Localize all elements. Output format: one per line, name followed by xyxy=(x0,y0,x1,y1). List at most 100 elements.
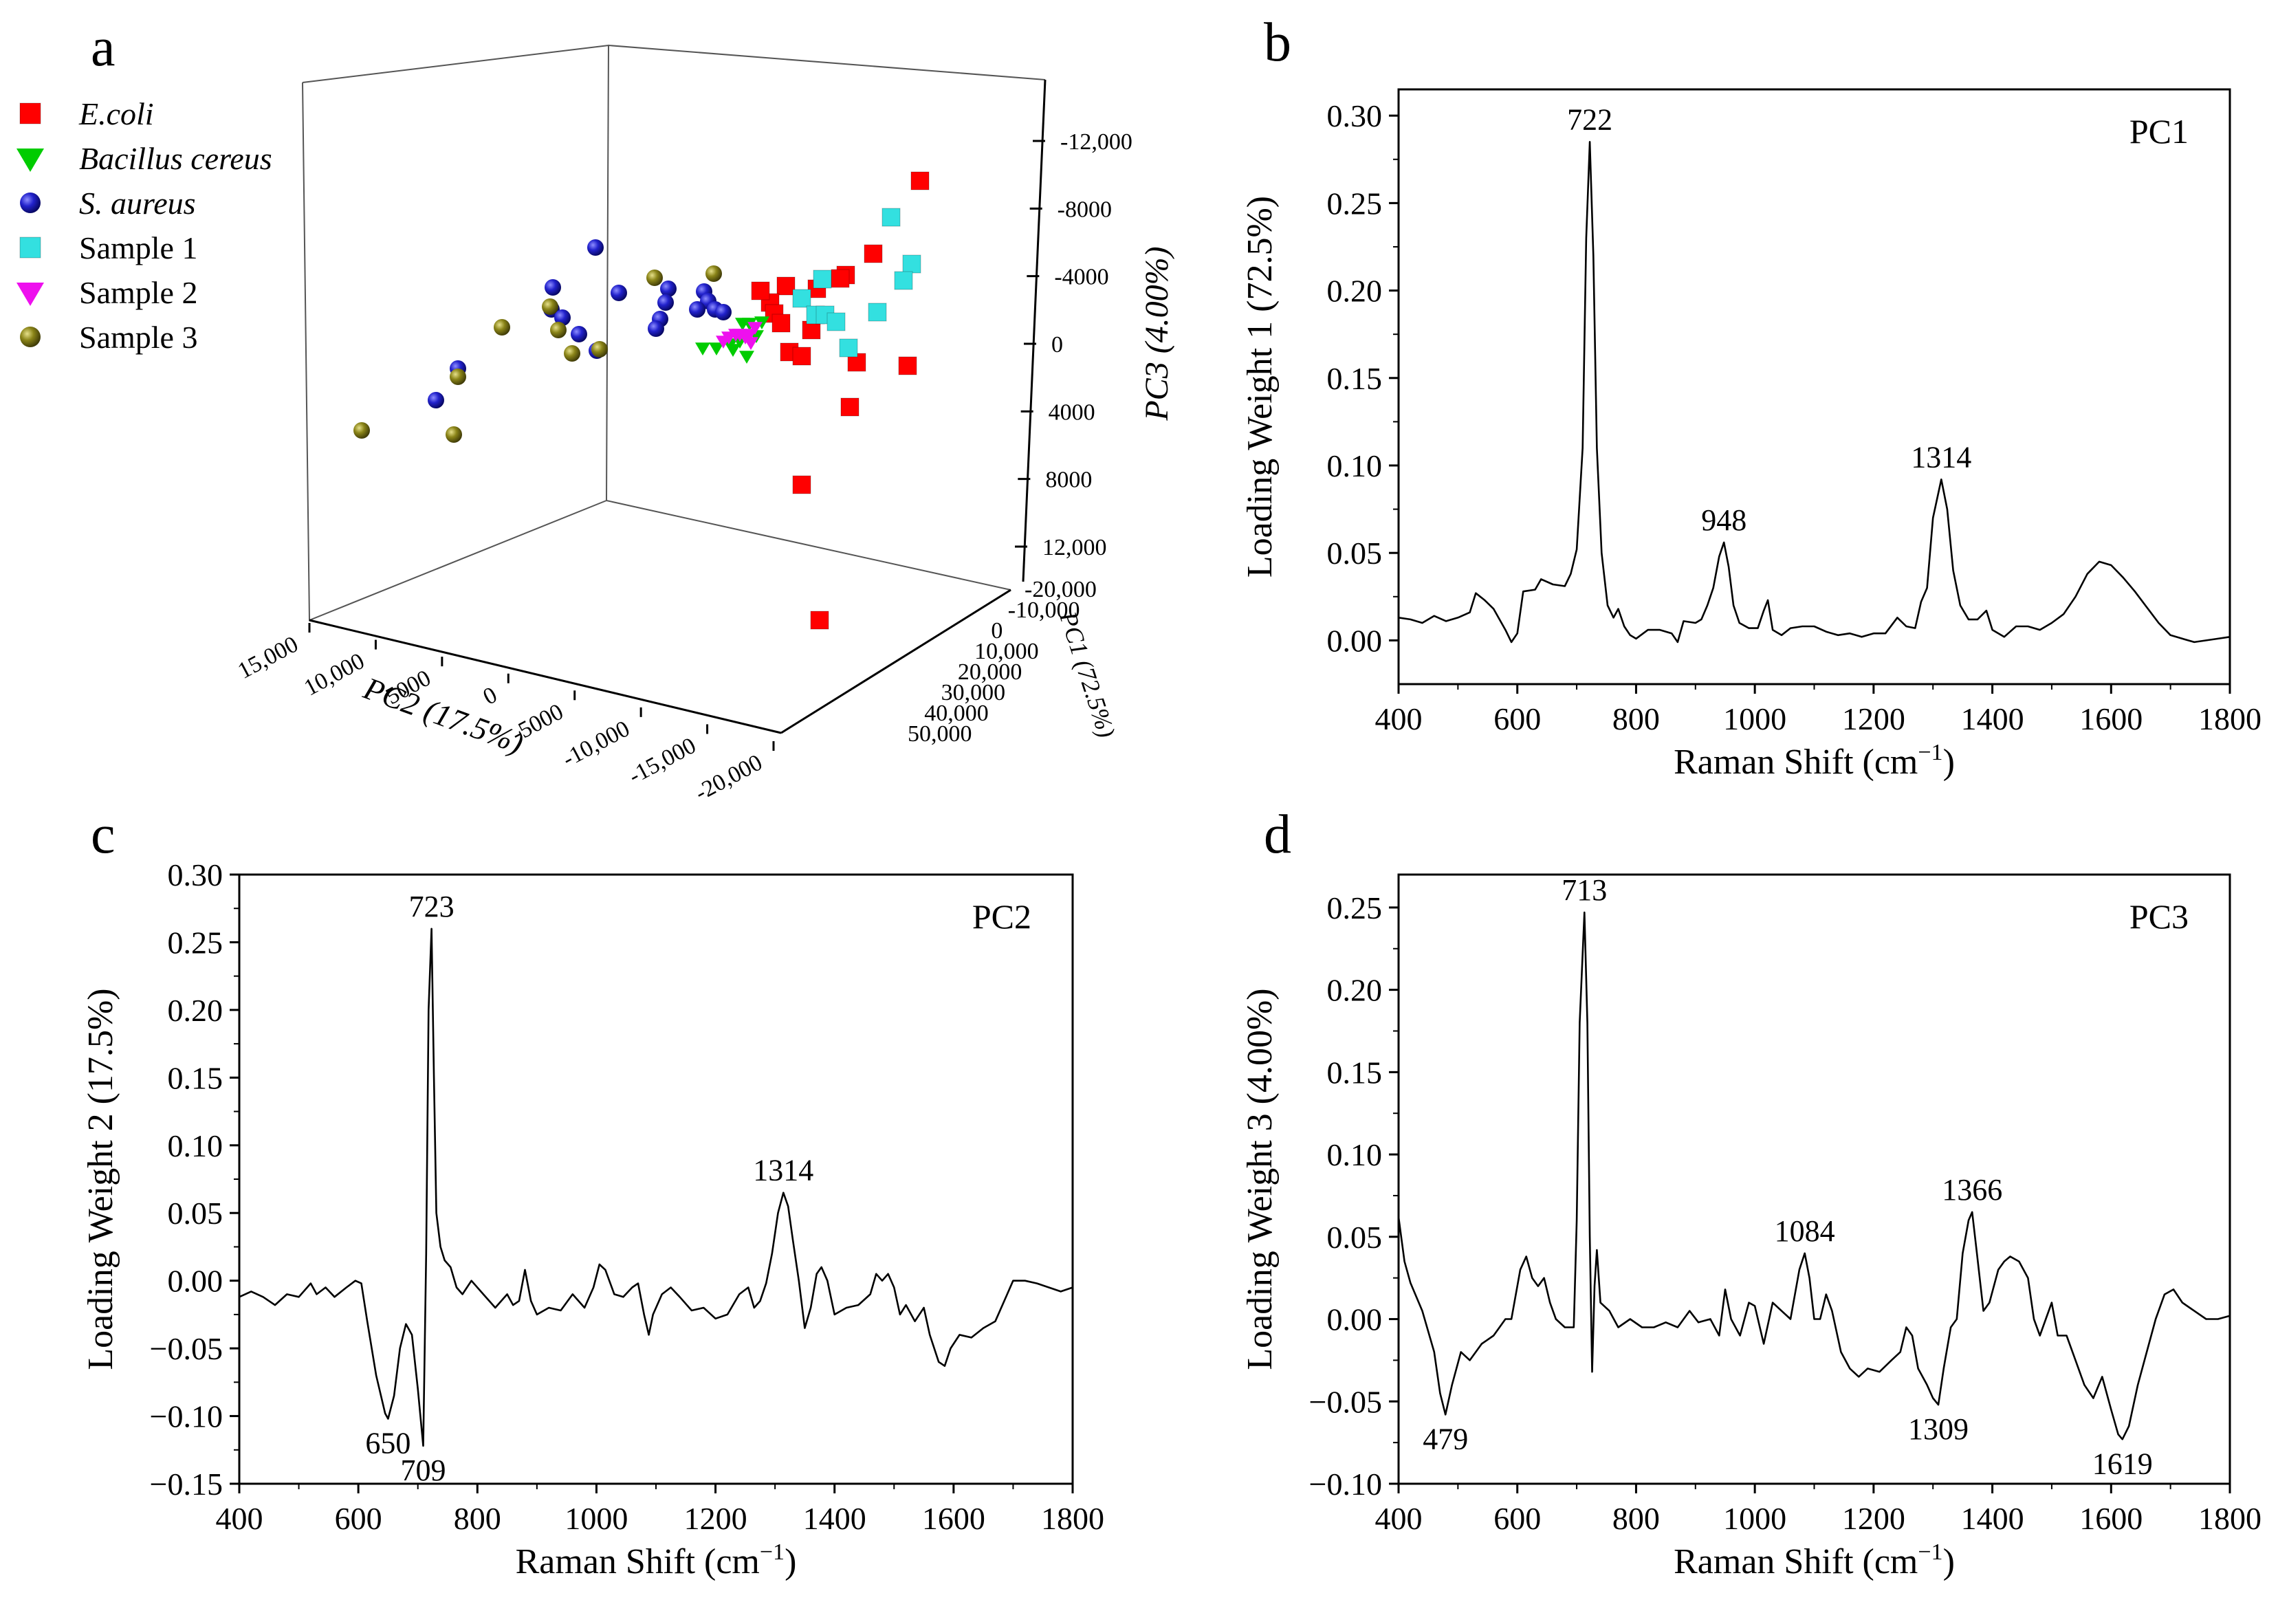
peak-label: 1366 xyxy=(1942,1173,2002,1207)
legend-marker-sample-3 xyxy=(20,327,41,347)
pc1-axis: -20,000-10,000010,00020,00030,00040,0005… xyxy=(780,577,1121,747)
pc3-tick-label: 12,000 xyxy=(1042,535,1107,560)
point-s-aureus xyxy=(611,285,627,301)
component-label: PC1 xyxy=(2129,112,2189,151)
component-label: PC2 xyxy=(972,897,1031,936)
point-sample-1 xyxy=(902,254,921,274)
point-bacillus-cereus xyxy=(739,351,754,364)
y-tick-label: 0.20 xyxy=(1327,973,1383,1008)
panel-d: d 400 600 800 1000 1200 1400 1600 1800 −0.10 −0.0… xyxy=(1240,804,2261,1581)
x-tick-label: 1800 xyxy=(2198,1501,2261,1536)
y-tick-label: −0.10 xyxy=(1309,1467,1382,1502)
x-tick-label: 1600 xyxy=(2079,701,2143,736)
x-tick-label: 800 xyxy=(454,1501,501,1536)
point-sample-3 xyxy=(646,270,663,286)
point-sample-3 xyxy=(542,298,558,315)
y-tick-label: 0.20 xyxy=(1327,274,1383,309)
peak-label: 650 xyxy=(365,1426,410,1460)
x-tick-label: 400 xyxy=(1375,1501,1423,1536)
legend-label-sample-2: Sample 2 xyxy=(79,275,197,310)
plot-frame xyxy=(1397,873,2231,1485)
panel-c: c 400 600 800 1000 1200 1400 1600 1800 −0.15 −0.1… xyxy=(81,804,1104,1581)
y-tick-label: 0.20 xyxy=(168,993,223,1028)
point-sample-3 xyxy=(550,322,567,338)
point-sample-1 xyxy=(813,270,832,289)
panel-label-a: a xyxy=(91,17,116,78)
plot-box-3d xyxy=(302,44,1046,734)
y-axis-title: Loading Weight 2 (17.5%) xyxy=(81,988,120,1370)
legend-marker-bacillus-cereus xyxy=(17,149,44,172)
y-tick-label: 0.25 xyxy=(168,925,223,960)
legend-label-sample-3: Sample 3 xyxy=(79,320,197,355)
peak-label: 709 xyxy=(401,1453,446,1487)
peak-label: 479 xyxy=(1423,1422,1468,1456)
x-tick-label: 1400 xyxy=(1961,1501,2024,1536)
y-tick-label: 0.00 xyxy=(168,1264,223,1299)
spectrum-line xyxy=(239,928,1073,1447)
scatter-points xyxy=(353,171,930,630)
point-sample-1 xyxy=(868,303,887,322)
pc2-tick-label: 15,000 xyxy=(234,631,303,684)
point-e-coli xyxy=(810,611,829,630)
pc2-tick-label: -10,000 xyxy=(558,716,634,772)
legend-label-s-aureus: S. aureus xyxy=(79,186,196,221)
point-s-aureus xyxy=(660,281,677,297)
peak-label: 713 xyxy=(1562,873,1607,907)
peak-label: 1314 xyxy=(1911,440,1971,474)
point-sample-1 xyxy=(881,208,901,227)
y-tick-label: −0.05 xyxy=(150,1331,223,1366)
point-sample-1 xyxy=(894,271,913,290)
pc1-tick-label: 50,000 xyxy=(908,721,972,747)
point-s-aureus xyxy=(545,279,561,296)
x-tick-label: 400 xyxy=(1375,701,1423,736)
x-tick-label: 1400 xyxy=(803,1501,866,1536)
x-tick-label: 600 xyxy=(335,1501,382,1536)
point-sample-1 xyxy=(839,338,858,358)
pc1-tick-label: 30,000 xyxy=(941,680,1006,705)
x-tick-label: 1600 xyxy=(922,1501,985,1536)
peak-label: 948 xyxy=(1701,503,1746,537)
spectrum-line xyxy=(1397,911,2231,1440)
y-tick-label: 0.25 xyxy=(1327,890,1383,925)
pc3-tick-label: 0 xyxy=(1051,332,1063,358)
point-s-aureus xyxy=(715,304,732,320)
peak-label: 1314 xyxy=(753,1154,813,1187)
y-tick-label: 0.15 xyxy=(1327,361,1383,396)
legend-marker-sample-1 xyxy=(19,237,41,259)
x-axis-title: Raman Shift (cm−1) xyxy=(1674,740,1955,782)
point-e-coli xyxy=(831,269,850,288)
pc1-tick-label: 20,000 xyxy=(958,659,1022,685)
x-tick-label: 600 xyxy=(1493,1501,1541,1536)
y-tick-label: 0.05 xyxy=(1327,1220,1383,1255)
legend-marker-sample-2 xyxy=(17,283,44,306)
pc1-tick-label: -10,000 xyxy=(1008,597,1080,623)
point-e-coli xyxy=(792,475,811,494)
pc1-tick-label: -20,000 xyxy=(1025,577,1097,602)
pc1-axis-title: PC1 (72.5%) xyxy=(1054,608,1121,741)
point-s-aureus xyxy=(689,301,705,318)
x-tick-label: 1000 xyxy=(565,1501,628,1536)
y-tick-label: 0.15 xyxy=(1327,1055,1383,1090)
y-tick-label: 0.05 xyxy=(1327,536,1383,571)
pc3-tick-label: -12,000 xyxy=(1060,129,1132,155)
legend-marker-e-coli xyxy=(19,102,41,124)
x-tick-label: 400 xyxy=(216,1501,263,1536)
point-sample-3 xyxy=(446,426,462,443)
legend-marker-s-aureus xyxy=(20,193,41,213)
x-tick-label: 1400 xyxy=(1961,701,2024,736)
y-tick-label: 0.05 xyxy=(168,1196,223,1231)
point-s-aureus xyxy=(587,239,604,256)
plot-frame xyxy=(238,873,1074,1485)
peak-label: 1619 xyxy=(2092,1447,2153,1480)
point-sample-3 xyxy=(353,422,370,439)
point-e-coli xyxy=(771,314,791,333)
y-tick-label: −0.10 xyxy=(150,1399,223,1434)
y-tick-label: 0.25 xyxy=(1327,186,1383,221)
y-tick-label: 0.10 xyxy=(1327,1137,1383,1172)
legend-label-sample-1: Sample 1 xyxy=(79,230,197,265)
point-sample-3 xyxy=(705,265,722,282)
spectrum-line xyxy=(1398,141,2231,644)
point-e-coli xyxy=(864,244,883,263)
peak-label: 1084 xyxy=(1775,1214,1835,1248)
x-tick-label: 800 xyxy=(1612,701,1660,736)
